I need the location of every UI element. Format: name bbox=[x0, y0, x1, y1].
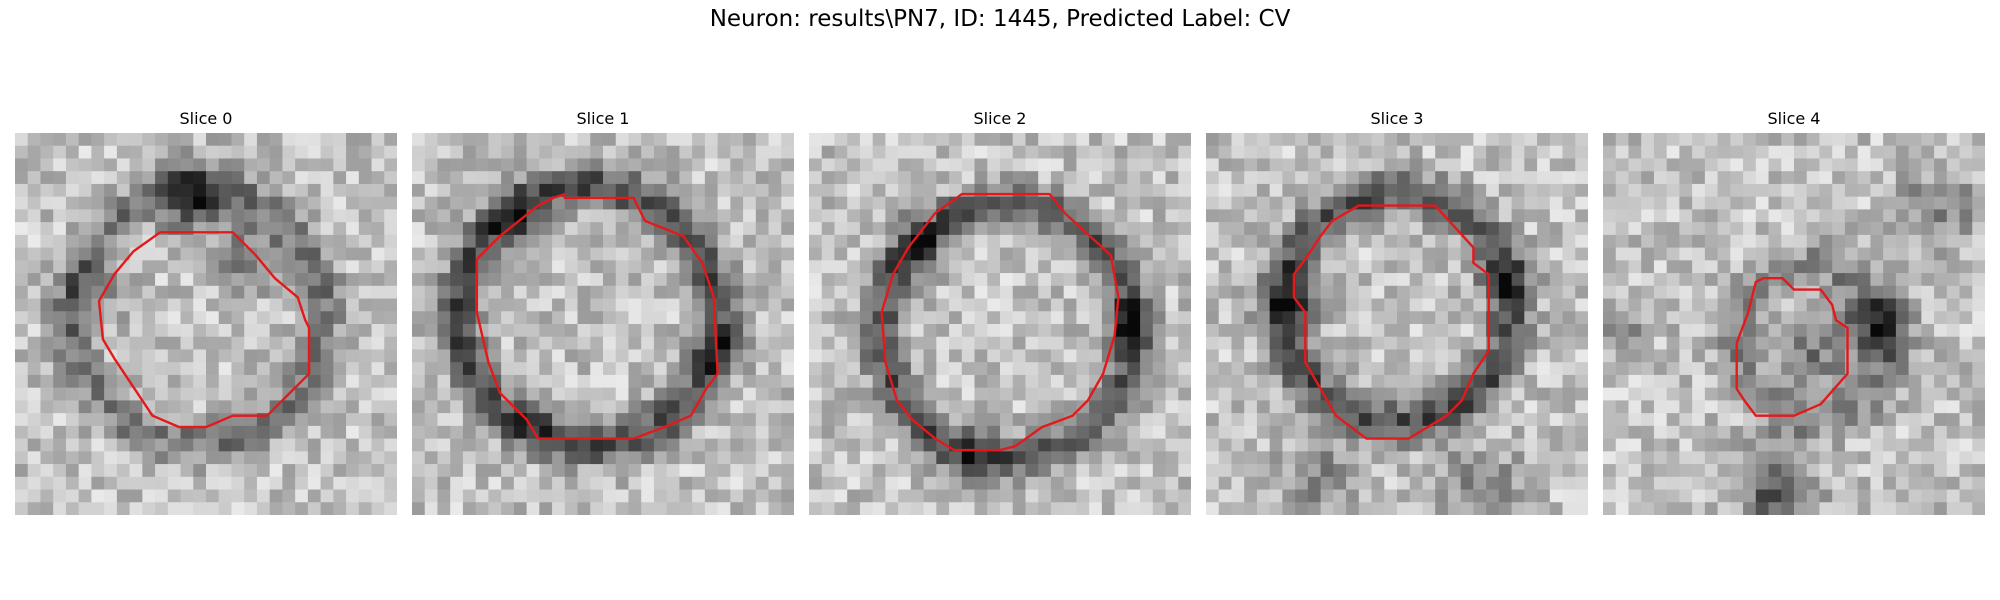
slice-image bbox=[15, 133, 397, 515]
slice-image bbox=[412, 133, 794, 515]
contour-outline bbox=[880, 192, 1120, 452]
figure-title: Neuron: results\PN7, ID: 1445, Predicted… bbox=[709, 6, 1291, 32]
slice-title: Slice 3 bbox=[1370, 109, 1424, 128]
image-pixels bbox=[1603, 133, 1985, 515]
image-pixels bbox=[412, 133, 794, 515]
slice-title: Slice 1 bbox=[576, 109, 630, 128]
contour-outline bbox=[475, 192, 719, 440]
contour-outline bbox=[1735, 276, 1849, 417]
contour-outline bbox=[1292, 204, 1490, 440]
image-pixels bbox=[1206, 133, 1588, 515]
slice-title: Slice 2 bbox=[973, 109, 1027, 128]
contour-outline bbox=[97, 231, 311, 429]
slice-title: Slice 4 bbox=[1767, 109, 1821, 128]
image-pixels bbox=[809, 133, 1191, 515]
slice-title: Slice 0 bbox=[179, 109, 233, 128]
slice-image bbox=[1206, 133, 1588, 515]
slice-image bbox=[809, 133, 1191, 515]
slice-image bbox=[1603, 133, 1985, 515]
image-pixels bbox=[15, 133, 397, 515]
